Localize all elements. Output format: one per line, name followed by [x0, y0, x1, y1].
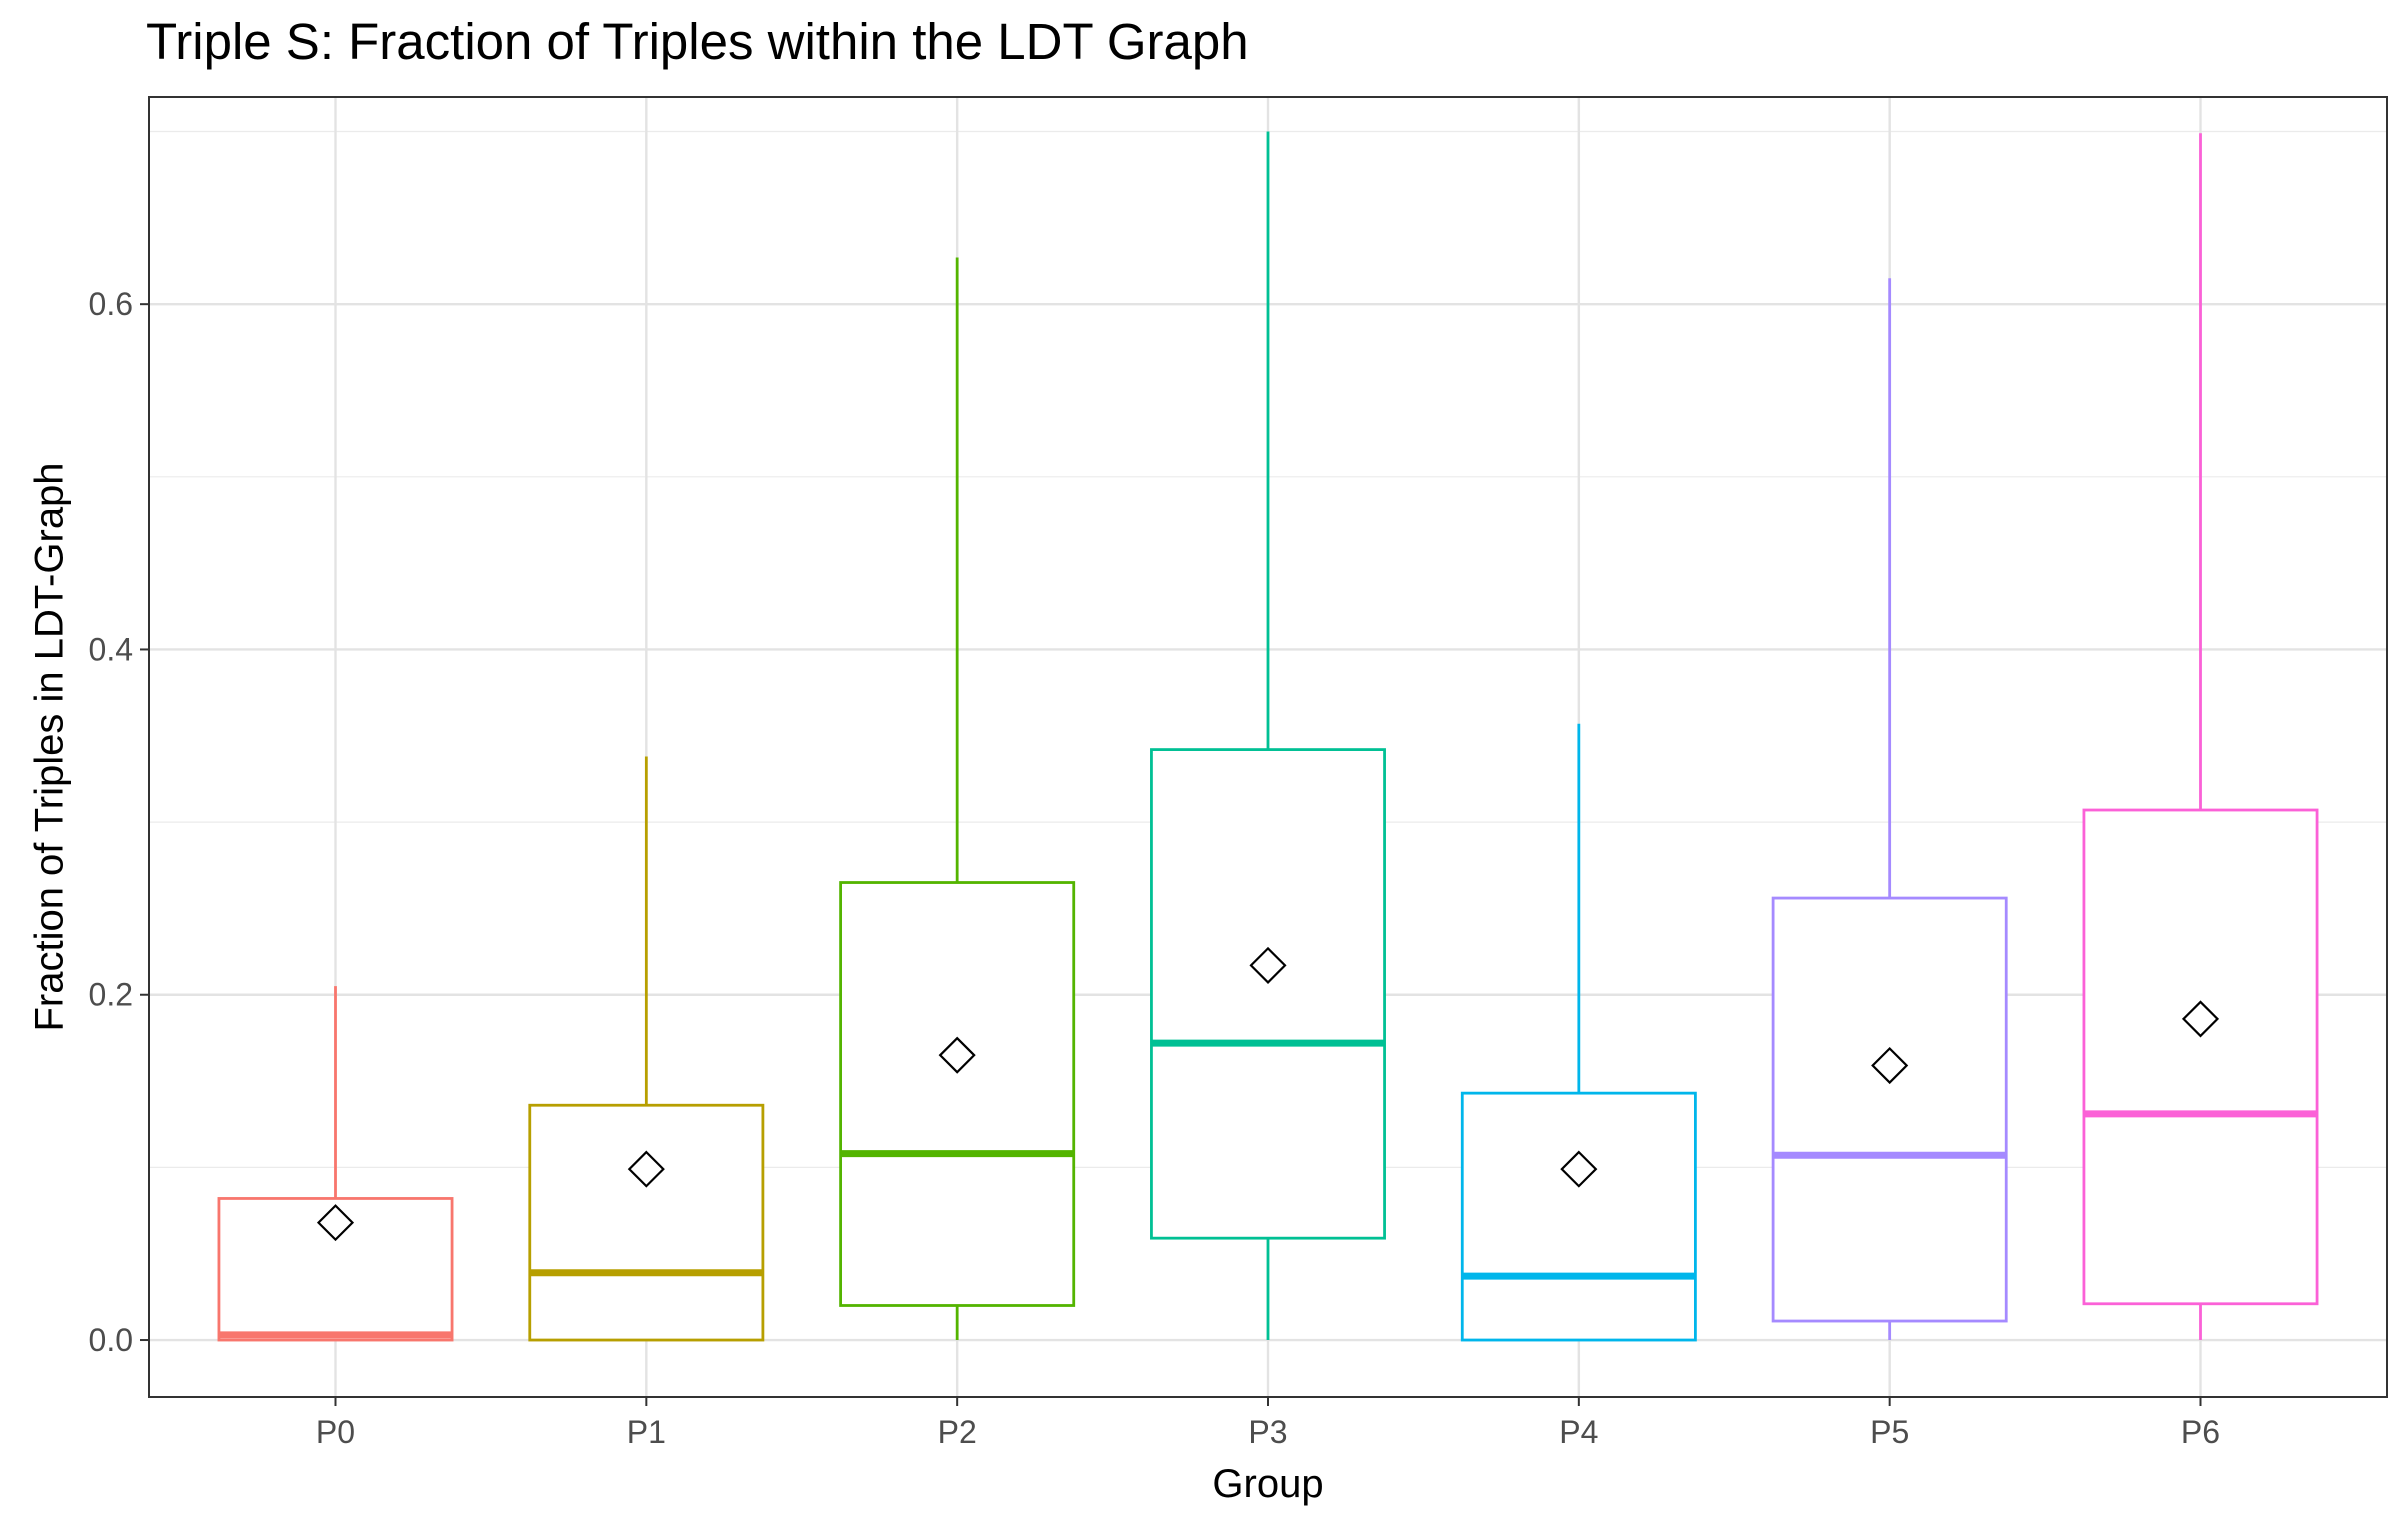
box-group-p4	[1460, 723, 1697, 1342]
iqr-box	[528, 1103, 765, 1342]
mean-marker	[2181, 1000, 2220, 1038]
x-tick-label: P3	[1248, 1414, 1287, 1450]
x-tick-label: P4	[1559, 1414, 1598, 1450]
y-tick-label: 0.6	[89, 286, 133, 322]
mean-marker	[1560, 1150, 1598, 1188]
y-tick-label: 0.0	[89, 1322, 133, 1358]
mean-marker	[1871, 1046, 1909, 1085]
x-tick-label: P6	[2181, 1414, 2220, 1450]
mean-marker	[316, 1204, 355, 1242]
box-group-p5	[1771, 278, 2008, 1341]
y-tick-label: 0.4	[89, 631, 133, 667]
y-tick-label: 0.2	[89, 977, 133, 1013]
box-group-p2	[839, 257, 1076, 1341]
mean-marker	[938, 1036, 976, 1074]
mean-marker	[627, 1150, 665, 1188]
box-group-p1	[528, 756, 765, 1342]
iqr-box	[2082, 808, 2319, 1306]
x-tick-label: P1	[627, 1414, 666, 1450]
iqr-box	[839, 881, 1076, 1307]
x-tick-label: P0	[316, 1414, 355, 1450]
iqr-box	[1460, 1091, 1697, 1342]
box-group-p0	[217, 986, 454, 1342]
chart-title: Triple S: Fraction of Triples within the…	[146, 13, 1249, 70]
x-tick-label: P5	[1870, 1414, 1909, 1450]
x-axis-title: Group	[1212, 1462, 1323, 1506]
boxes	[217, 131, 2319, 1342]
x-axis: P0 P1 P2 P3 P4 P5 P6	[316, 1397, 2220, 1450]
iqr-box	[1771, 896, 2008, 1323]
box-group-p3	[1150, 131, 1386, 1341]
x-tick-label: P2	[938, 1414, 977, 1450]
y-axis-title: Fraction of Triples in LDT-Graph	[28, 462, 72, 1031]
mean-marker	[1249, 946, 1287, 984]
box-group-p6	[2082, 133, 2319, 1341]
iqr-box	[1150, 748, 1386, 1240]
y-axis: 0.0 0.2 0.4 0.6	[89, 286, 149, 1358]
